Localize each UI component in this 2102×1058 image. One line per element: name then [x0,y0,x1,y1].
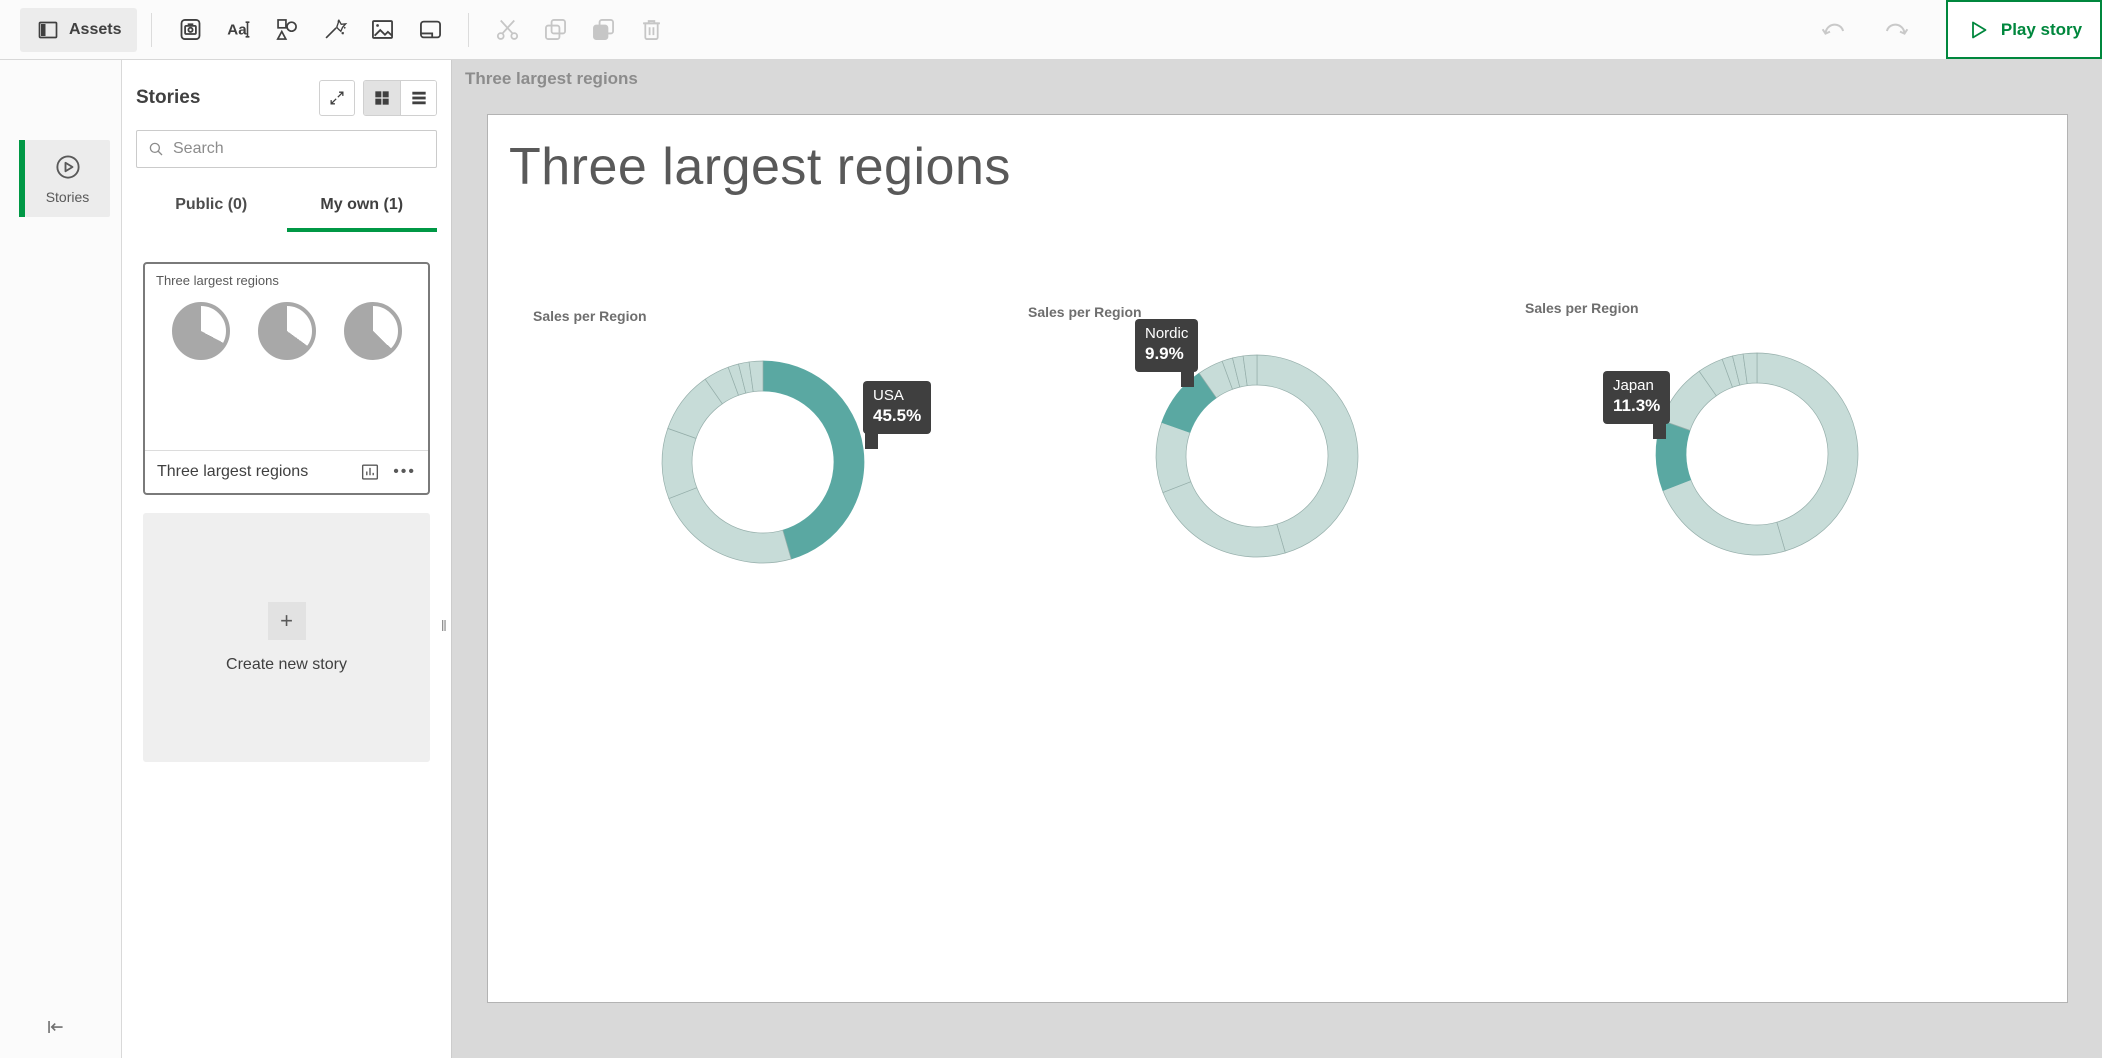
media-slide-button[interactable] [406,6,454,54]
tooltip-value: 11.3% [1613,396,1661,416]
svg-text:Aa: Aa [227,22,247,39]
tooltip-tail [1653,422,1667,439]
search-icon [149,142,163,156]
assets-button[interactable]: Assets [20,7,138,52]
chart-tooltip: USA 45.5% [863,381,932,449]
story-canvas: Three largest regions Three largest regi… [452,60,2102,1058]
story-thumbnail [145,302,428,360]
chart-snapshot-nordic[interactable]: Sales per Region Nordic 9.9% [1028,304,1493,604]
breadcrumb: Three largest regions [465,69,638,88]
donut-chart[interactable] [1652,349,1862,559]
chart-snapshot-usa[interactable]: Sales per Region USA 45.5% [533,308,998,608]
undo-redo-group [1810,6,1920,54]
story-more-button[interactable]: ••• [393,463,416,480]
text-object-button[interactable]: Aa [214,6,262,54]
left-rail: Stories [0,60,122,1058]
paste-button[interactable] [579,6,627,54]
chart-title: Sales per Region [1525,300,1639,316]
cut-icon [496,19,519,40]
stories-play-circle-icon [55,155,80,179]
story-chart-icon [362,464,379,480]
delete-button[interactable] [627,6,675,54]
rail-item-stories[interactable]: Stories [25,140,110,217]
panel-resize-handle[interactable]: ‖ [440,618,448,635]
search-input[interactable] [173,140,426,158]
magic-wand-icon [325,18,348,39]
story-card-footer: Three largest regions ••• [145,450,428,493]
paste-icon [593,19,614,40]
effects-button[interactable] [310,6,358,54]
donut-chart[interactable] [658,357,868,567]
search-box [136,130,437,168]
tooltip-label: Nordic [1145,325,1189,342]
expand-panel-button[interactable] [319,80,355,116]
image-icon [372,20,393,39]
grid-view-icon [375,91,389,105]
assets-button-label: Assets [69,20,122,38]
assets-panel-icon [36,18,60,42]
story-card-header-label: Three largest regions [156,273,279,288]
tab-public[interactable]: Public (0) [175,196,248,213]
tooltip-value: 9.9% [1145,344,1184,364]
story-slide[interactable]: Three largest regions Sales per Region U… [487,114,2068,1003]
undo-icon [1821,23,1845,35]
play-icon [1971,21,1987,38]
snapshot-library-button[interactable] [166,6,214,54]
play-story-label: Play story [2000,19,2083,39]
image-button[interactable] [358,6,406,54]
play-story-button[interactable]: Play story [1946,0,2102,59]
expand-icon [330,91,344,105]
tooltip-tail [865,432,878,449]
stories-panel: Stories [122,60,452,1058]
thumbnail-pie-icon [171,302,230,360]
create-story-card[interactable]: + Create new story [143,513,430,762]
text-icon: Aa [227,21,250,39]
chart-snapshot-japan[interactable]: Sales per Region Japan 11.3% [1525,300,1990,600]
donut-chart[interactable] [1152,351,1362,561]
copy-button[interactable] [531,6,579,54]
trash-icon [643,20,660,40]
rail-stories-label: Stories [45,189,90,205]
stories-tabs: Public (0) My own (1) [136,184,437,232]
story-card-title: Three largest regions [157,463,309,480]
slide-icon [420,20,441,39]
snapshot-library-icon [180,19,201,40]
chart-tooltip: Japan 11.3% [1603,371,1671,439]
tooltip-value: 45.5% [873,406,922,426]
collapse-panel-button[interactable] [42,1014,68,1040]
cut-button[interactable] [483,6,531,54]
top-toolbar: Assets Aa [0,0,2102,60]
tooltip-label: USA [873,387,904,404]
stories-panel-header: Stories [136,80,437,116]
redo-icon [1885,23,1909,35]
toolbar-separator [468,12,470,47]
shapes-button[interactable] [262,6,310,54]
undo-button[interactable] [1810,6,1858,54]
shapes-icon [276,19,297,40]
list-view-button[interactable] [400,81,436,115]
view-toggle [363,80,437,116]
copy-icon [545,19,566,40]
thumbnail-pie-icon [257,302,316,360]
grid-view-button[interactable] [364,81,400,115]
collapse-arrow-icon [48,1021,63,1033]
redo-button[interactable] [1872,6,1920,54]
slide-title: Three largest regions [509,138,1011,196]
thumbnail-pie-icon [343,302,402,360]
rail-active-indicator [19,140,25,217]
create-story-plus-button[interactable]: + [267,601,306,640]
story-card[interactable]: Three largest regions Three largest regi… [143,262,430,495]
chart-title: Sales per Region [533,308,647,324]
workspace: Stories Stories [0,60,2102,1058]
list-view-icon [411,91,426,105]
chart-tooltip: Nordic 9.9% [1135,319,1199,387]
tooltip-tail [1181,370,1195,387]
tab-my-own[interactable]: My own (1) [286,184,437,232]
create-story-label: Create new story [226,655,347,673]
tooltip-label: Japan [1613,377,1654,394]
chart-title: Sales per Region [1028,304,1142,320]
stories-panel-title: Stories [136,87,201,108]
toolbar-separator [151,12,153,47]
